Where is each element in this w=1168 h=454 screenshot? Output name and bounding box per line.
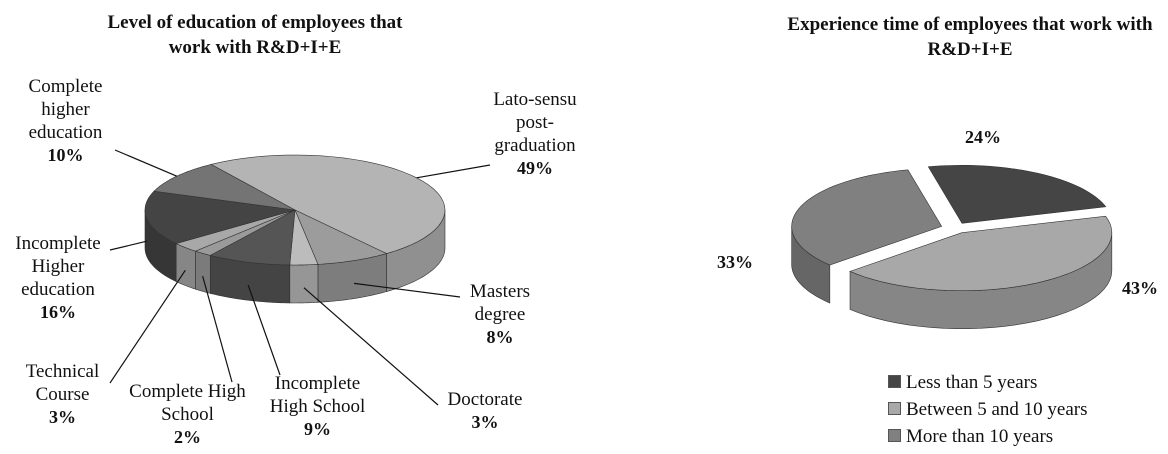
leader-line [303,287,439,406]
category-name: Masters degree [469,281,531,325]
slice [209,209,296,304]
value-label: 2% [174,427,201,447]
legend-label: Less than 5 years [906,372,1038,393]
slice [194,209,296,294]
legend-swatch [888,375,901,388]
legend-swatch [888,402,901,415]
slice [294,209,388,303]
category-name: Incomplete High School [269,373,366,417]
slice-side [289,264,319,304]
slice-top [791,169,943,266]
slice-top [289,209,319,266]
leader-line [247,284,281,376]
value-label: 3% [471,412,499,432]
slice-label: Doctorate 3% [440,388,530,434]
slice-label: Complete higher education 10% [8,75,123,167]
slice-label: Incomplete Higher education 16% [3,232,113,324]
slice-side [195,250,211,294]
legend-swatch [888,429,901,442]
chart-title: Experience time of employees that work w… [787,14,1153,60]
category-name: Complete higher education [28,76,103,143]
slice [791,169,943,304]
legend-entry: More than 10 years [888,426,1053,448]
category-name: Technical Course [25,361,100,405]
slice-top [294,209,388,265]
leader-line [202,275,233,383]
value-label: 9% [304,419,331,439]
leader-line [416,164,491,179]
leader-line [109,269,186,384]
slice-label: Technical Course 3% [10,360,115,429]
category-name: Lato-sensu post-graduation [493,89,577,156]
slice-top [144,190,296,244]
slice [849,215,1113,329]
leader-line [109,240,147,251]
slice-top [175,209,296,252]
slice [289,209,319,304]
leader-line [114,149,178,177]
category-name: Incomplete Higher education [15,233,101,300]
category-name: Doctorate [447,389,523,410]
value-label: 16% [40,302,76,322]
slice-label: Lato-sensu post-graduation 49% [480,88,590,180]
slice [927,165,1107,224]
value-label: 49% [517,158,553,178]
legend-entry: Less than 5 years [888,372,1037,394]
slice-label: Complete High School 2% [125,380,250,449]
value-label: 3% [49,407,76,427]
slice-top [849,215,1113,291]
value-label: 8% [486,327,514,347]
category-name: Complete High School [129,381,246,425]
slice-label: Masters degree 8% [450,280,550,349]
slice-top [194,209,296,256]
legend-entry: Between 5 and 10 years [888,399,1088,421]
value-label: 24% [965,127,1001,147]
chart-title: Level of education of employees that wor… [107,12,403,58]
leader-line [354,282,461,298]
legend-label: More than 10 years [906,426,1054,447]
slice-label: Incomplete High School 9% [255,372,380,441]
value-label: 33% [717,252,753,272]
value-label: 10% [47,145,84,165]
legend-label: Between 5 and 10 years [906,399,1088,420]
slice [144,190,296,283]
slice-top [209,209,296,266]
slice-top [927,165,1107,224]
slice [210,154,446,292]
value-label: 43% [1122,278,1158,298]
